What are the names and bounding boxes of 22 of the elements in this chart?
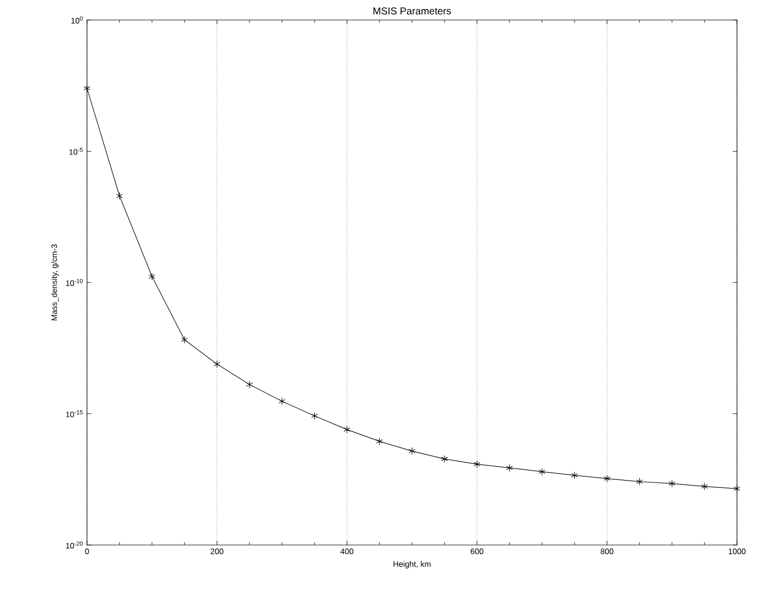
- point: [116, 192, 123, 200]
- point: [636, 478, 643, 486]
- point: [668, 480, 676, 488]
- point: [181, 336, 188, 344]
- point: [571, 472, 578, 480]
- point: [474, 460, 480, 468]
- point: [441, 455, 448, 463]
- point: [84, 84, 90, 92]
- point: [214, 360, 220, 368]
- point: [148, 272, 156, 280]
- point: [701, 482, 708, 490]
- point: [604, 474, 610, 482]
- point: [311, 412, 318, 420]
- chart-title: MSIS Parameters: [374, 7, 451, 14]
- point: [246, 380, 253, 388]
- point: [278, 397, 286, 406]
- point: [506, 464, 513, 472]
- point: [538, 468, 546, 476]
- point: [376, 438, 383, 446]
- point: [408, 447, 416, 455]
- point: [734, 484, 740, 492]
- point: [344, 426, 350, 434]
